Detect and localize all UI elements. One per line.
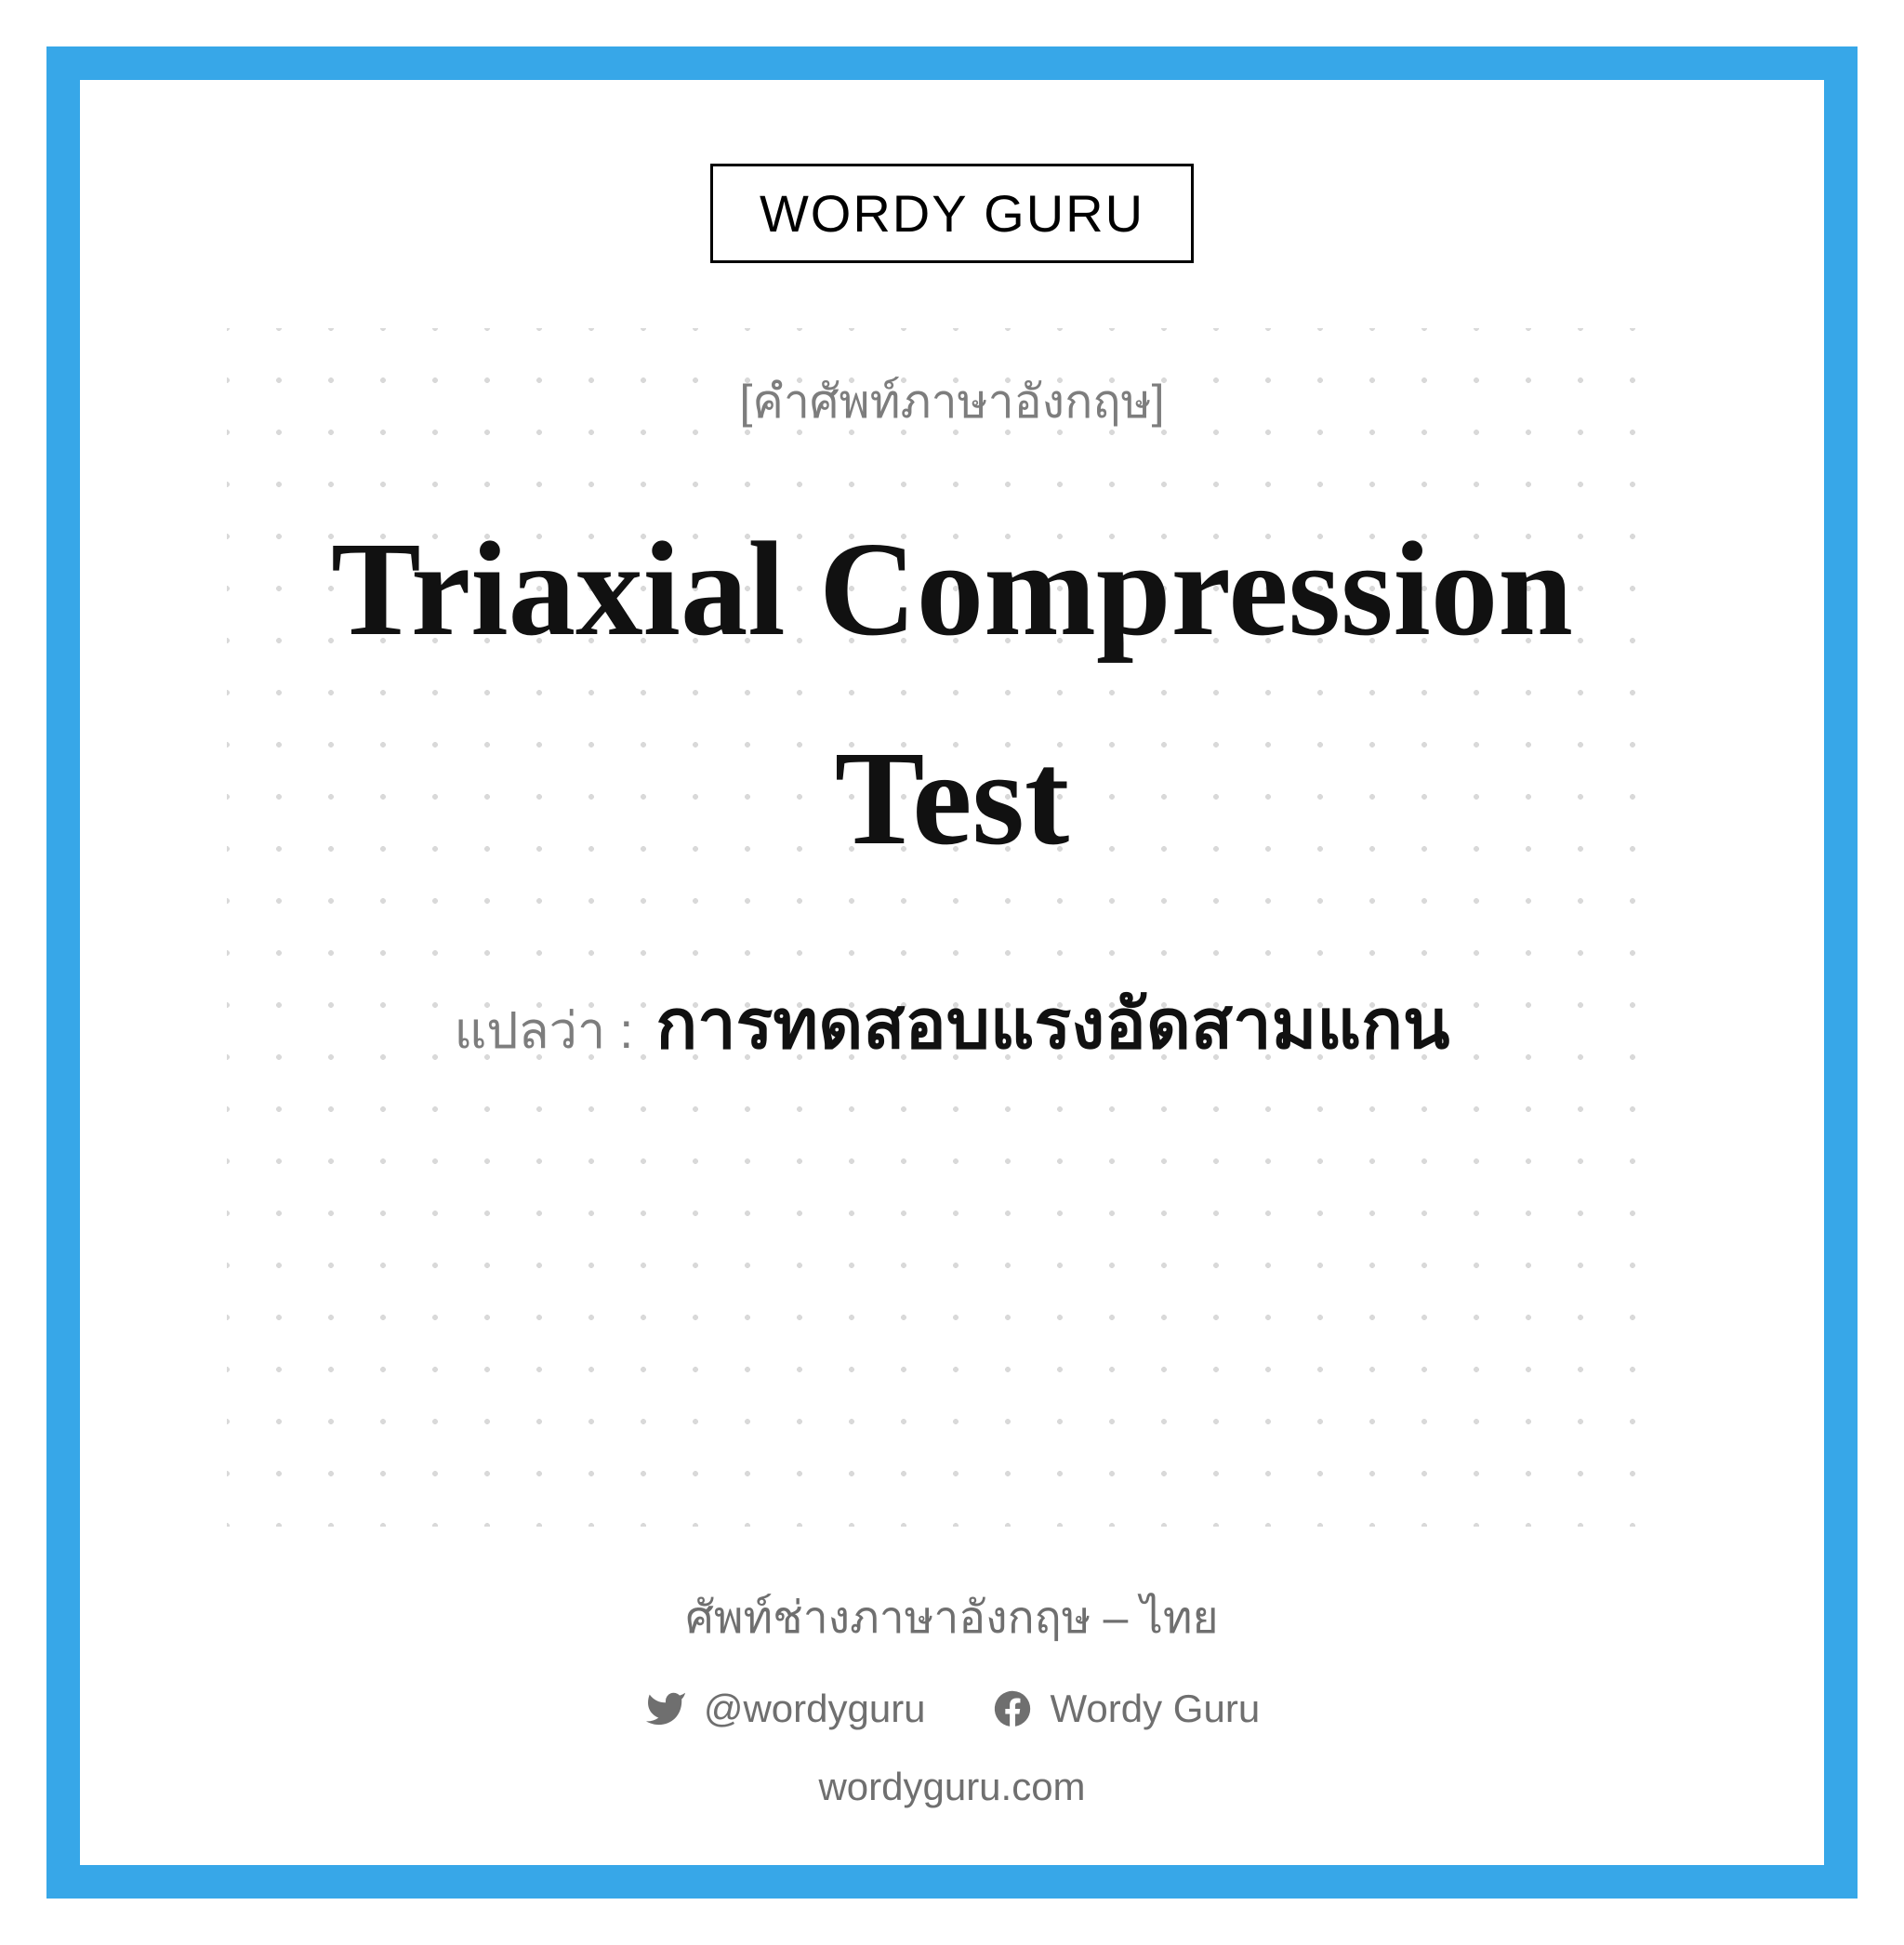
facebook-item: Wordy Guru xyxy=(991,1687,1261,1731)
footer: ศัพท์ช่างภาษาอังกฤษ – ไทย @wordyguru Wor… xyxy=(644,1582,1260,1809)
translation-label: แปลว่า : xyxy=(454,990,633,1070)
facebook-handle: Wordy Guru xyxy=(1051,1687,1261,1731)
content-area: [คำศัพท์ภาษาอังกฤษ] Triaxial Compression… xyxy=(227,328,1677,1527)
logo-box: WORDY GURU xyxy=(710,164,1194,263)
twitter-handle: @wordyguru xyxy=(704,1687,926,1731)
card-border: WORDY GURU [คำศัพท์ภาษาอังกฤษ] Triaxial … xyxy=(46,46,1858,1899)
translation-line: แปลว่า : การทดสอบแรงอัดสามแกน xyxy=(454,969,1449,1078)
social-row: @wordyguru Wordy Guru xyxy=(644,1687,1260,1731)
outer-frame: WORDY GURU [คำศัพท์ภาษาอังกฤษ] Triaxial … xyxy=(0,0,1904,1945)
main-term: Triaxial Compression Test xyxy=(227,485,1677,904)
subtitle: [คำศัพท์ภาษาอังกฤษ] xyxy=(740,365,1165,439)
website: wordyguru.com xyxy=(818,1765,1085,1809)
facebook-icon xyxy=(991,1687,1034,1730)
twitter-icon xyxy=(644,1687,687,1730)
logo-text: WORDY GURU xyxy=(760,183,1144,244)
footer-title: ศัพท์ช่างภาษาอังกฤษ – ไทย xyxy=(685,1582,1218,1653)
twitter-item: @wordyguru xyxy=(644,1687,926,1731)
translation-value: การทดสอบแรงอัดสามแกน xyxy=(655,969,1449,1078)
